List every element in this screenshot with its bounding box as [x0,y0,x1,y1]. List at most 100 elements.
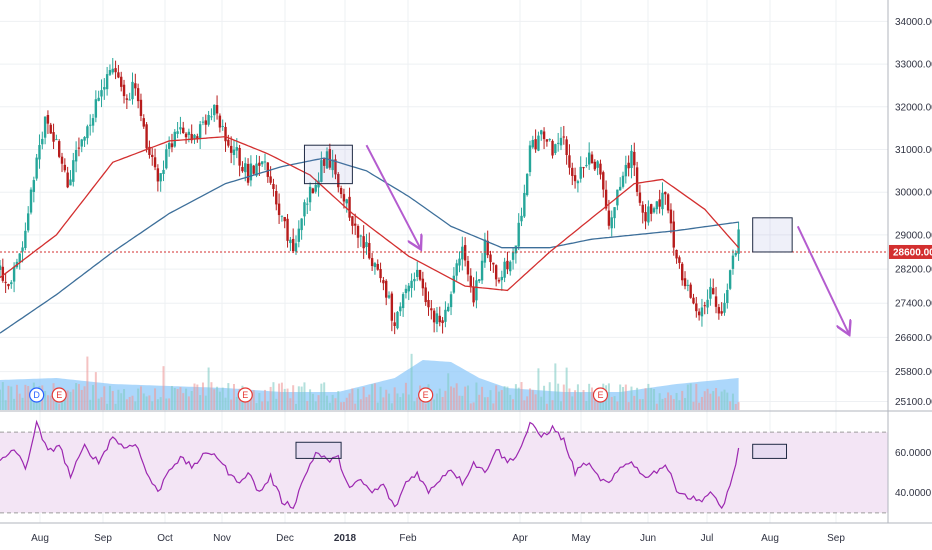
candle [652,206,656,214]
candle [198,121,202,149]
volume-bar [27,385,30,410]
volume-bar [317,395,320,410]
candle [176,122,179,139]
volume-bar [139,386,142,410]
earnings-event-marker[interactable]: E [51,387,67,403]
volume-bar [689,383,692,410]
candle [703,301,706,315]
volume-bar [557,383,560,410]
candle [647,200,650,226]
volume-bar [185,388,188,410]
earnings-event-marker[interactable]: E [418,387,434,403]
candle [43,116,47,145]
candle [475,271,478,309]
volume-bar [703,391,706,410]
candle [86,124,89,145]
candle [672,210,675,256]
volume-bar [582,389,585,410]
candle [424,282,427,306]
volume-bar [55,398,58,410]
candle [167,136,171,157]
volume-bar [551,400,554,410]
volume-bar [154,388,157,410]
volume-bar [244,399,247,410]
candle [277,193,281,224]
candle [320,151,323,183]
volume-bar [638,399,641,410]
volume-bar [706,388,709,410]
candle [554,143,557,156]
candle [407,283,410,301]
candle [252,164,255,175]
candle [714,286,718,314]
volume-bar [337,391,340,410]
candle [286,214,289,248]
volume-bar [309,389,312,410]
volume-bar [103,386,106,410]
candle [1,258,5,283]
candle [447,303,450,313]
volume-bar [13,398,16,410]
candle [641,201,644,224]
volume-bar [404,382,407,410]
volume-bar [486,397,489,410]
volume-bar [159,397,162,410]
volume-bar [331,394,334,410]
volume-bar [117,389,120,410]
candle [483,232,487,268]
volume-bar [275,398,278,410]
candle [77,137,81,157]
volume-bar [382,397,385,410]
volume-bar [278,383,281,410]
candle [511,247,515,270]
volume-bar [731,393,734,410]
candle [723,293,726,316]
price-tick-label: 32000.00 [895,102,932,113]
volume-bar [444,390,447,410]
volume-bar [517,387,520,410]
candle [246,158,250,186]
time-tick-label: May [572,533,591,544]
volume-bar [559,401,562,410]
candle [117,64,120,79]
candle [534,129,537,153]
volume-bar [148,395,151,410]
candle [260,161,264,167]
volume-bar [526,396,529,410]
volume-bar [591,387,593,410]
volume-bar [86,356,89,410]
dividend-event-marker[interactable]: D [29,387,45,403]
volume-bar [289,398,292,410]
candle [542,127,546,150]
volume-bar [213,389,216,410]
candle [69,170,72,186]
volume-bar [156,399,159,410]
earnings-event-marker[interactable]: E [592,387,609,403]
volume-bar [585,401,588,410]
volume-bar [402,393,405,410]
volume-bar [342,401,345,410]
candle [297,220,301,248]
candle [165,144,168,170]
candle [238,144,241,177]
candle [489,250,492,271]
candle [134,73,137,96]
candle [523,184,526,219]
price-tick-label: 33000.00 [895,60,932,71]
candle [354,213,357,235]
candle [131,72,134,105]
volume-bar [77,384,80,410]
volume-bar [340,402,343,410]
candle [122,79,126,104]
volume-bar [75,383,78,410]
volume-bar [393,387,396,410]
candle [32,176,36,203]
candle [731,249,735,275]
volume-bar [21,397,24,410]
candle [153,148,157,171]
candle [103,78,106,100]
earnings-event-marker[interactable]: E [237,387,253,403]
candle [356,224,360,249]
